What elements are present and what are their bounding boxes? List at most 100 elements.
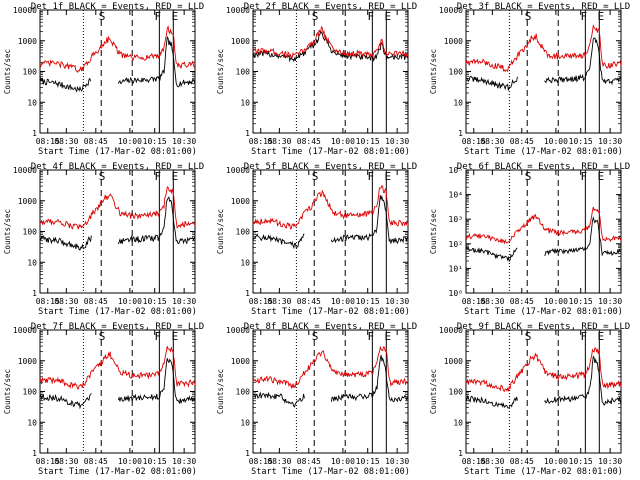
marker-label: E	[172, 330, 179, 343]
x-tick-label: 10:15	[143, 137, 167, 146]
y-tick-label: 100	[449, 388, 464, 397]
panel-title: Det 8f BLACK = Events, RED = LLD	[244, 322, 417, 332]
y-tick-label: 10000	[13, 166, 37, 175]
x-axis-label: Start Time (17-Mar-02 08:01:00)	[251, 467, 410, 477]
panel-title: Det 4f BLACK = Events, RED = LLD	[31, 162, 204, 172]
panel-title: Det 3f BLACK = Events, RED = LLD	[457, 2, 630, 12]
y-tick-label: 10¹	[449, 264, 463, 273]
events-series-line	[39, 358, 196, 410]
marker-label: E	[172, 170, 179, 183]
marker-label: F	[580, 330, 587, 343]
x-tick-label: 10:00	[544, 457, 568, 466]
marker-label: S	[312, 330, 319, 343]
x-tick-label: 08:45	[510, 137, 534, 146]
y-tick-label: 10	[240, 258, 250, 267]
x-tick-label: 10:30	[598, 137, 622, 146]
plot-frame	[465, 329, 622, 454]
x-tick-label: 08:45	[297, 457, 321, 466]
y-axis-label: Counts/sec	[216, 49, 225, 94]
y-tick-label: 10⁵	[449, 166, 463, 175]
y-tick-label: 1	[458, 449, 463, 458]
marker-label: F	[580, 10, 587, 23]
detector-panel-7: Det 7f BLACK = Events, RED = LLD 1 10 100 10…	[3, 322, 204, 477]
marker-label: S	[99, 10, 106, 23]
detector-panel-2: Det 2f BLACK = Events, RED = LLD 1 10 100 10…	[216, 2, 417, 157]
y-tick-label: 10	[453, 98, 463, 107]
y-tick-label: 1	[32, 449, 37, 458]
detector-panel-4: Det 4f BLACK = Events, RED = LLD 1 10 100 10…	[3, 162, 204, 317]
x-tick-label: 10:15	[356, 137, 380, 146]
y-tick-label: 10⁰	[449, 289, 463, 298]
lld-series-line	[465, 347, 622, 393]
x-tick-label: 08:45	[84, 137, 108, 146]
x-tick-label: 10:00	[118, 297, 142, 306]
y-axis-label: Counts/sec	[429, 49, 438, 94]
x-axis-label: Start Time (17-Mar-02 08:01:00)	[464, 467, 623, 477]
x-tick-label: 10:30	[172, 457, 196, 466]
plot-frame	[39, 9, 196, 134]
x-axis-label: Start Time (17-Mar-02 08:01:00)	[464, 307, 623, 317]
plot-frame	[252, 9, 409, 134]
y-tick-label: 1000	[18, 357, 37, 366]
marker-label: E	[385, 170, 392, 183]
x-tick-label: 08:30	[54, 457, 78, 466]
marker-label: F	[154, 10, 161, 23]
y-tick-label: 100	[236, 228, 251, 237]
x-tick-label: 08:45	[297, 137, 321, 146]
marker-label: E	[598, 330, 605, 343]
events-series-line	[465, 215, 622, 263]
x-tick-label: 10:15	[143, 297, 167, 306]
y-tick-label: 1000	[444, 37, 463, 46]
x-tick-label: 08:30	[267, 457, 291, 466]
marker-label: F	[154, 330, 161, 343]
x-axis-label: Start Time (17-Mar-02 08:01:00)	[38, 147, 197, 157]
y-axis-label: Counts/sec	[3, 49, 12, 94]
y-tick-label: 1	[245, 449, 250, 458]
events-series-line	[252, 195, 409, 250]
events-series-line	[39, 196, 196, 251]
y-tick-label: 10000	[226, 6, 250, 15]
y-tick-label: 10	[240, 418, 250, 427]
y-tick-label: 10000	[13, 326, 37, 335]
y-tick-label: 10	[453, 418, 463, 427]
marker-label: F	[580, 170, 587, 183]
y-tick-label: 1	[245, 289, 250, 298]
x-axis-label: Start Time (17-Mar-02 08:01:00)	[251, 307, 410, 317]
x-tick-label: 08:45	[297, 297, 321, 306]
x-tick-label: 10:30	[598, 457, 622, 466]
detector-panel-5: Det 5f BLACK = Events, RED = LLD 1 10 100 10…	[216, 162, 417, 317]
x-tick-label: 10:00	[118, 457, 142, 466]
panel-title: Det 2f BLACK = Events, RED = LLD	[244, 2, 417, 12]
lld-series-line	[252, 25, 409, 59]
y-tick-label: 100	[236, 388, 251, 397]
x-tick-label: 08:30	[267, 137, 291, 146]
detector-panel-6: Det 6f BLACK = Events, RED = LLD 10⁰ 10¹ 10…	[429, 162, 630, 317]
lld-series-line	[252, 345, 409, 390]
x-tick-label: 08:45	[84, 457, 108, 466]
detector-panel-3: Det 3f BLACK = Events, RED = LLD 1 10 100 10…	[429, 2, 630, 157]
y-tick-label: 10000	[439, 326, 463, 335]
x-tick-label: 10:30	[385, 137, 409, 146]
marker-label: S	[312, 10, 319, 23]
lld-series-line	[39, 25, 196, 73]
lld-series-line	[252, 184, 409, 230]
x-tick-label: 10:15	[569, 297, 593, 306]
marker-label: F	[367, 330, 374, 343]
y-tick-label: 100	[23, 228, 38, 237]
lld-series-line	[465, 206, 622, 245]
y-axis-label: Counts/sec	[429, 209, 438, 254]
lld-series-line	[39, 346, 196, 390]
y-tick-label: 10²	[449, 240, 463, 249]
x-tick-label: 10:15	[569, 137, 593, 146]
panel-title: Det 7f BLACK = Events, RED = LLD	[31, 322, 204, 332]
y-tick-label: 10000	[13, 6, 37, 15]
x-axis-label: Start Time (17-Mar-02 08:01:00)	[464, 147, 623, 157]
marker-label: F	[367, 170, 374, 183]
x-tick-label: 10:30	[598, 297, 622, 306]
x-tick-label: 08:45	[510, 297, 534, 306]
y-tick-label: 100	[23, 68, 38, 77]
y-tick-label: 1000	[231, 357, 250, 366]
y-tick-label: 10000	[439, 6, 463, 15]
events-series-line	[465, 37, 622, 91]
marker-label: E	[172, 10, 179, 23]
